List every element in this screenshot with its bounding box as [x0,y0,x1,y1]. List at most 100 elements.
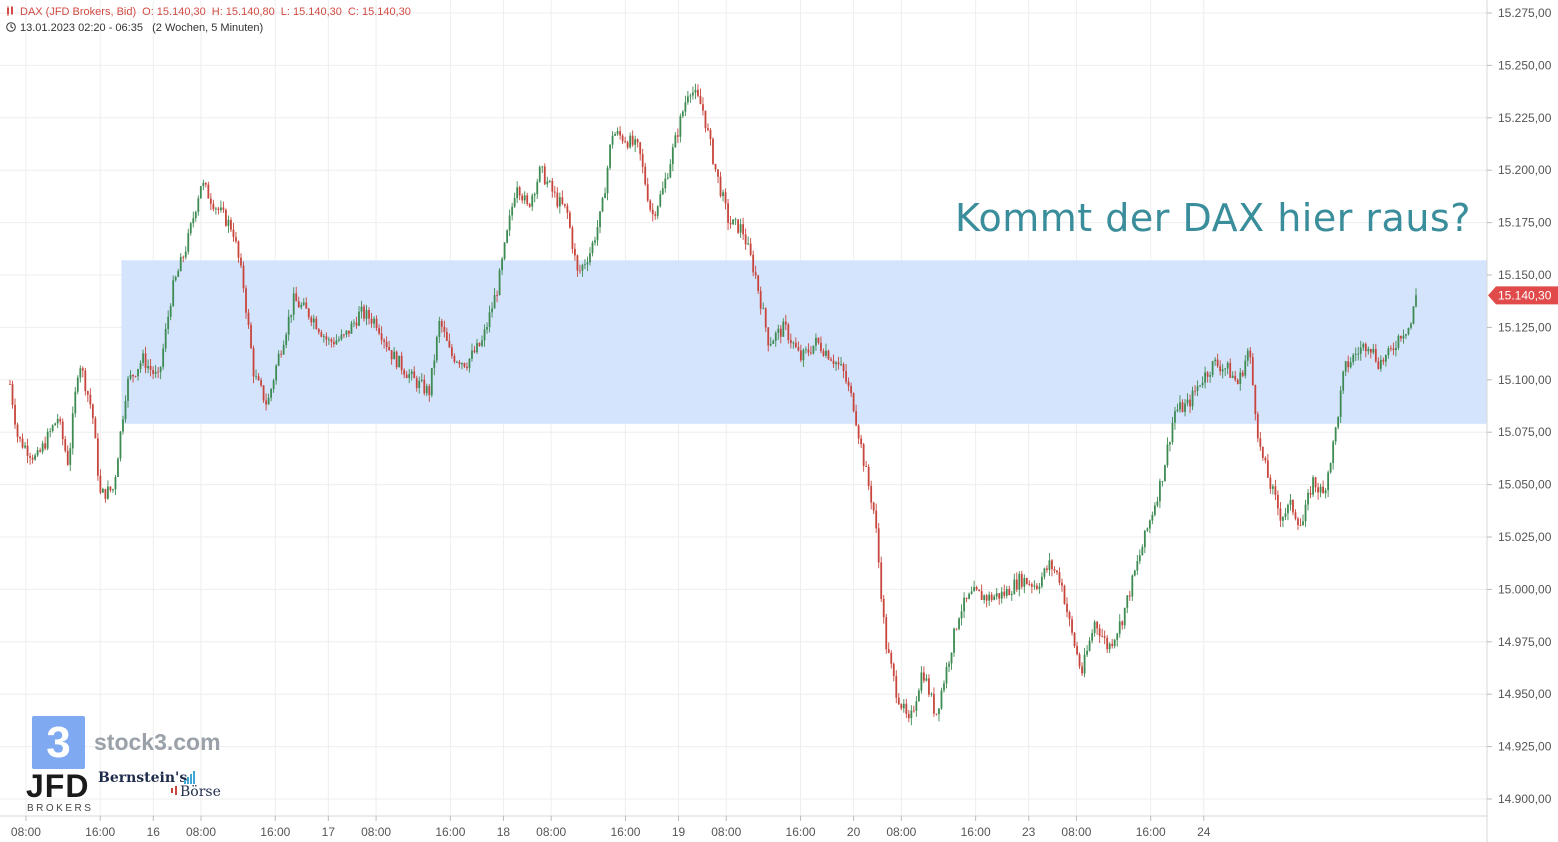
candle-body [1269,477,1272,489]
candle-body [772,340,775,344]
candle-body [825,350,827,356]
candle-body [503,242,506,259]
candle-body [481,340,483,346]
candle-body [1098,628,1101,636]
candle-body [1279,508,1282,521]
candle-body [468,358,471,369]
candle-body [782,321,785,337]
candle-body [1058,572,1061,583]
candle-body [714,163,717,170]
y-tick-label: 14.950,00 [1498,687,1552,701]
candle-body [1317,487,1319,493]
candle-body [968,593,970,599]
bar-chart-icon [184,771,196,784]
candle-body [1249,350,1252,358]
candle-body [958,618,960,630]
candle-body [1063,585,1066,604]
candle-body [79,368,82,378]
candle-body [1161,481,1164,482]
candle-body [1299,525,1302,526]
candle-body [1405,334,1407,336]
candle-body [802,349,805,361]
candle-body [810,352,812,354]
candle-body [1071,619,1073,633]
candle-body [812,345,815,354]
candle-body [1297,518,1299,526]
candle-body [1372,349,1375,353]
candle-body [312,318,315,323]
candle-body [94,418,97,439]
candle-body [194,211,197,219]
candle-body [787,324,790,340]
chart-headline: Kommt der DAX hier raus? [955,196,1471,240]
candle-body [433,360,436,368]
candle-body [840,364,842,365]
candle-body [69,448,72,465]
candle-body [1030,584,1033,587]
candle-body [330,339,333,342]
candle-body [629,135,632,148]
candle-body [616,131,619,135]
candle-body [44,443,47,449]
candle-body [1259,438,1262,447]
candle-body [815,337,817,346]
candle-body [129,374,132,379]
candle-body [1141,547,1144,556]
candle-body [1066,603,1068,613]
candle-body [684,102,687,112]
candle-body [1241,372,1244,376]
y-tick-label: 15.200,00 [1498,163,1552,177]
candle-body [533,194,536,196]
candle-body [624,141,627,143]
candle-body [1076,646,1078,655]
candle-body [649,200,652,210]
candle-body [724,192,727,204]
candle-body [1164,465,1166,482]
y-tick-label: 15.050,00 [1498,478,1552,492]
candle-body [167,316,170,329]
last-price-label: 15.140,30 [1498,288,1552,302]
ohlc-open: O: 15.140,30 [142,6,206,18]
candle-body [139,363,142,369]
candle-body [1354,353,1357,355]
candle-body [415,378,418,388]
candle-body [1392,348,1395,351]
candle-body [1103,636,1106,638]
candle-body [1387,348,1390,356]
candle-body [1261,446,1264,458]
candle-body [729,222,732,225]
candle-body [985,595,988,601]
candle-body [209,198,212,204]
candle-body [523,195,526,201]
candle-body [287,316,290,335]
candle-body [671,147,674,165]
candle-body [923,672,925,681]
candle-body [265,400,267,405]
consolidation-zone [121,260,1488,424]
candle-body [1352,354,1355,363]
candle-body [1367,348,1370,352]
candle-body [204,182,207,185]
candle-body [1226,362,1229,369]
candle-body [855,411,858,426]
candle-body [1337,416,1340,428]
candle-body [596,227,599,241]
candle-body [566,205,569,213]
candle-body [368,310,370,319]
candle-body [719,176,722,197]
candle-body [66,450,69,465]
candle-body [983,595,986,600]
candle-body [789,339,792,344]
candle-body [827,350,830,360]
y-axis-ticks: 15.275,00 15.250,00 15.225,00 15.200,00 15.1… [1487,6,1552,806]
candle-body [305,302,308,309]
candle-body [980,591,983,600]
candle-body [847,381,850,387]
candle-body [1274,486,1277,495]
candle-body [1231,375,1234,378]
x-tick-label: 24 [1197,825,1211,839]
candle-body [1364,343,1367,352]
candle-body [476,342,478,353]
